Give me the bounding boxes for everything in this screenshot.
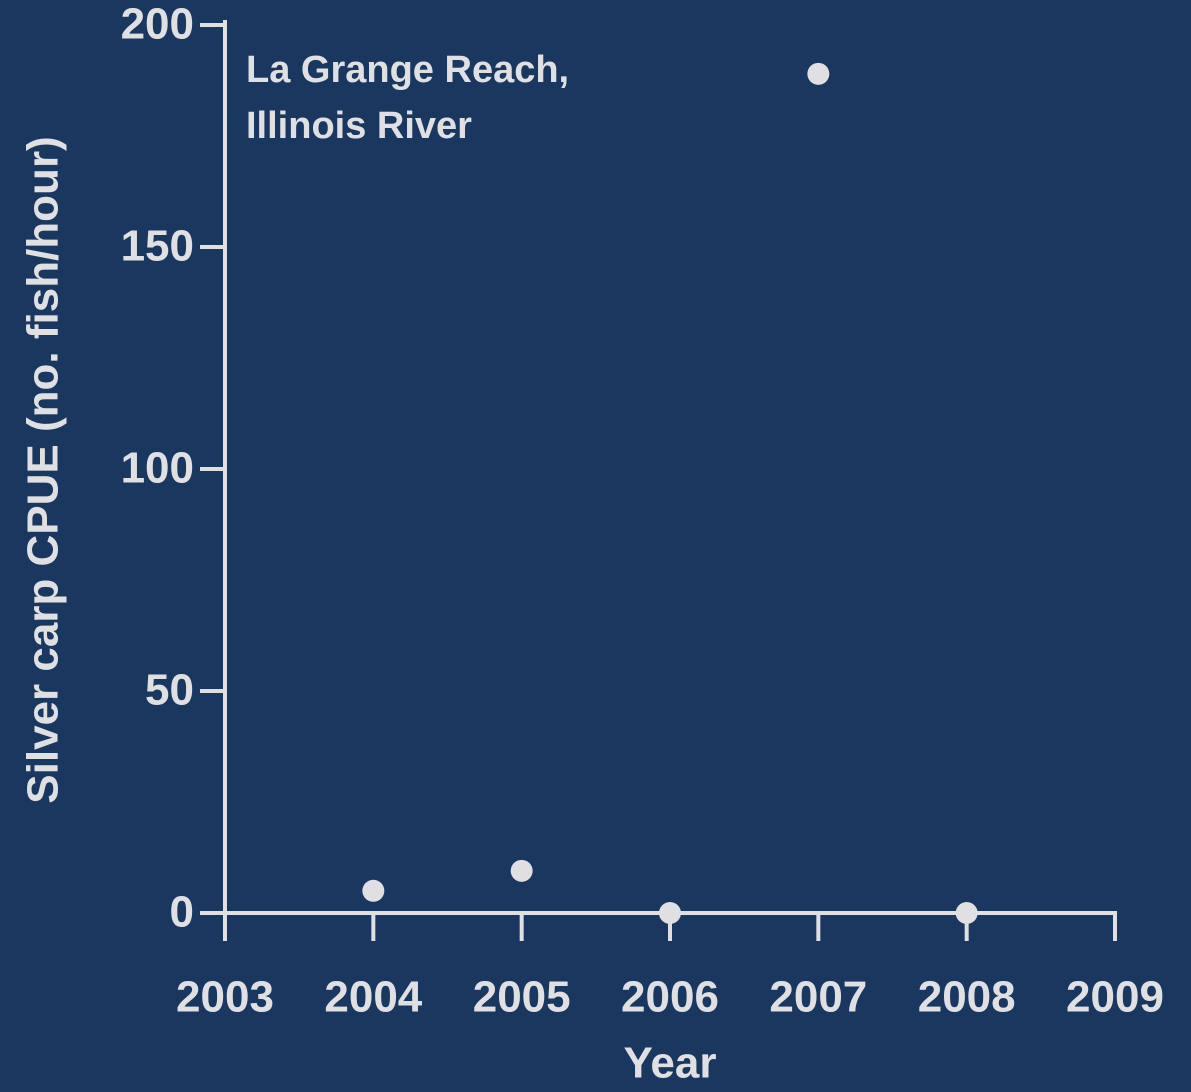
- y-axis-label: Silver carp CPUE (no. fish/hour): [19, 136, 68, 803]
- y-tick-label: 0: [170, 888, 194, 937]
- point: [807, 62, 830, 85]
- point: [659, 902, 681, 924]
- x-tick-label: 2005: [473, 973, 571, 1022]
- x-tick-label: 2003: [176, 973, 274, 1022]
- point: [510, 859, 533, 882]
- x-tick-label: 2008: [918, 973, 1016, 1022]
- y-tick-label: 150: [121, 222, 194, 271]
- x-tick-label: 2009: [1066, 973, 1164, 1022]
- x-tick-label: 2007: [769, 973, 867, 1022]
- y-tick-label: 200: [121, 0, 194, 49]
- y-tick-label: 50: [145, 666, 194, 715]
- point: [362, 879, 385, 902]
- annotation: Illinois River: [246, 105, 472, 147]
- point: [955, 902, 978, 924]
- y-tick-label: 100: [121, 444, 194, 493]
- x-tick-label: 2006: [621, 973, 719, 1022]
- annotation: La Grange Reach,: [246, 49, 569, 91]
- x-axis-label: Year: [624, 1039, 717, 1088]
- x-tick-label: 2004: [324, 973, 422, 1022]
